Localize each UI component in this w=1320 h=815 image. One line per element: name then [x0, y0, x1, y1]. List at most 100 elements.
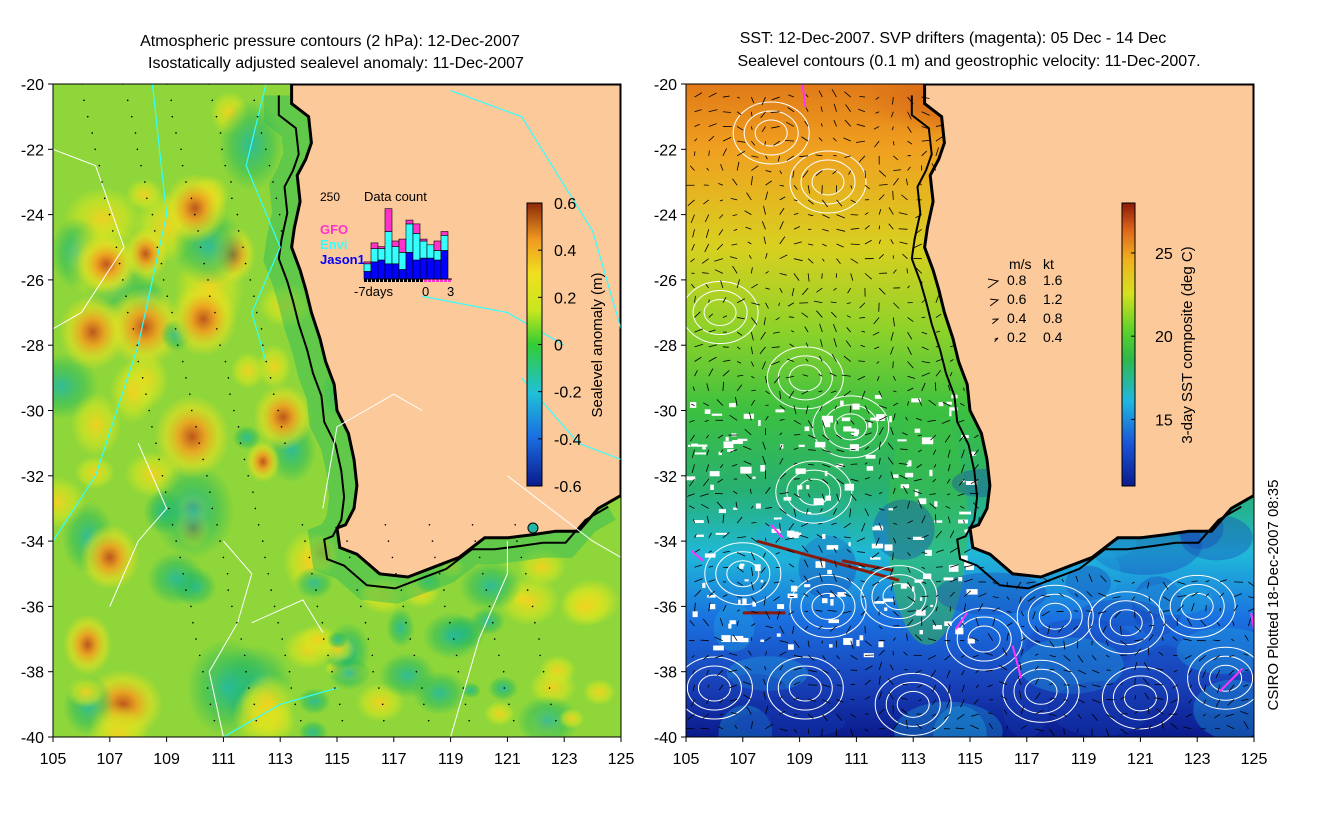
inset-bar-envi	[392, 247, 399, 264]
y-tick-label: -24	[21, 208, 44, 225]
track-dot	[146, 197, 148, 199]
speed-legend-header-ms: m/s	[1009, 256, 1032, 272]
cloud-pixel	[866, 455, 876, 459]
sst-colorbar-label: 3-day SST composite (deg C)	[1179, 246, 1196, 443]
track-dot	[154, 230, 156, 232]
x-tick-label: 117	[1014, 751, 1040, 768]
velocity-arrow	[907, 268, 908, 273]
cloud-pixel	[944, 577, 954, 580]
track-dot	[409, 638, 411, 640]
cloud-pixel	[694, 520, 704, 523]
track-dot	[414, 655, 416, 657]
inset-max-label: 250	[320, 190, 340, 204]
track-dot	[144, 181, 146, 183]
inset-bar-gfo	[413, 224, 420, 234]
cloud-pixel	[958, 577, 962, 581]
track-dot	[230, 181, 232, 183]
cloud-pixel	[837, 592, 846, 597]
anomaly-blob	[488, 676, 519, 700]
track-dot	[429, 524, 431, 526]
cloud-pixel	[760, 465, 765, 472]
inset-bar-envi	[406, 224, 413, 253]
cloud-pixel	[742, 598, 746, 604]
track-dot	[334, 687, 336, 689]
track-dot	[165, 491, 167, 493]
velocity-arrow	[1135, 728, 1140, 729]
track-dot	[309, 557, 311, 559]
track-dot	[372, 671, 374, 673]
track-dot	[125, 295, 127, 297]
track-dot	[253, 295, 255, 297]
track-dot	[216, 524, 218, 526]
track-dot	[175, 132, 177, 134]
cloud-pixel	[872, 544, 883, 549]
track-dot	[244, 655, 246, 657]
anomaly-blob	[76, 235, 137, 294]
track-dot	[315, 589, 317, 591]
y-tick-label: -36	[654, 599, 677, 616]
track-dot	[131, 116, 133, 118]
y-tick-label: -30	[21, 404, 44, 421]
track-dot	[276, 197, 278, 199]
track-dot	[101, 181, 103, 183]
track-dot	[127, 100, 129, 102]
cloud-pixel	[822, 416, 833, 423]
inset-bar-envi	[399, 252, 406, 269]
track-dot	[270, 377, 272, 379]
track-dot	[444, 606, 446, 608]
track-dot	[112, 230, 114, 232]
cloud-pixel	[885, 544, 893, 550]
track-dot	[189, 393, 191, 395]
track-dot	[155, 442, 157, 444]
track-dot	[432, 540, 434, 542]
speed-legend-header-kt: kt	[1043, 256, 1054, 272]
track-dot	[284, 442, 286, 444]
track-dot	[279, 214, 281, 216]
inset-bar-jason	[392, 264, 399, 279]
track-dot	[543, 671, 545, 673]
cloud-pixel	[702, 583, 705, 588]
track-dot	[514, 524, 516, 526]
y-tick-label: -38	[654, 665, 677, 682]
track-dot	[428, 720, 430, 722]
inset-x-label-start: -7days	[354, 284, 394, 299]
track-dot	[405, 622, 407, 624]
track-dot	[166, 295, 168, 297]
cloud-pixel	[789, 532, 798, 538]
track-dot	[185, 377, 187, 379]
inset-bar-gfo	[434, 241, 441, 251]
inset-bar-jason	[406, 252, 413, 279]
track-dot	[323, 638, 325, 640]
track-dot	[353, 573, 355, 575]
track-dot	[532, 606, 534, 608]
track-dot	[94, 149, 96, 151]
track-dot	[513, 720, 515, 722]
track-dot	[258, 524, 260, 526]
anomaly-blob	[298, 720, 328, 744]
track-dot	[443, 589, 445, 591]
track-dot	[555, 720, 557, 722]
cloud-pixel	[859, 635, 863, 640]
y-tick-label: -22	[654, 142, 677, 159]
anomaly-blob	[110, 361, 156, 424]
track-dot	[200, 246, 202, 248]
velocity-arrow	[899, 229, 908, 230]
track-dot	[421, 687, 423, 689]
track-dot	[197, 230, 199, 232]
x-tick-label: 119	[1071, 751, 1097, 768]
track-dot	[172, 524, 174, 526]
inset-bar-jason	[378, 260, 385, 279]
track-dot	[238, 230, 240, 232]
track-dot	[209, 295, 211, 297]
colorbar-tick-label: 20	[1155, 329, 1173, 346]
track-dot	[468, 720, 470, 722]
x-tick-label: 121	[1127, 751, 1154, 768]
cloud-pixel	[915, 429, 921, 433]
x-tick-label: 111	[211, 751, 235, 768]
colorbar-tick-label: -0.6	[554, 479, 582, 496]
speed-legend-ms: 0.2	[1007, 329, 1027, 345]
track-dot	[489, 606, 491, 608]
anomaly-blob	[328, 656, 370, 690]
track-dot	[227, 589, 229, 591]
inset-bar-jason	[371, 262, 378, 279]
